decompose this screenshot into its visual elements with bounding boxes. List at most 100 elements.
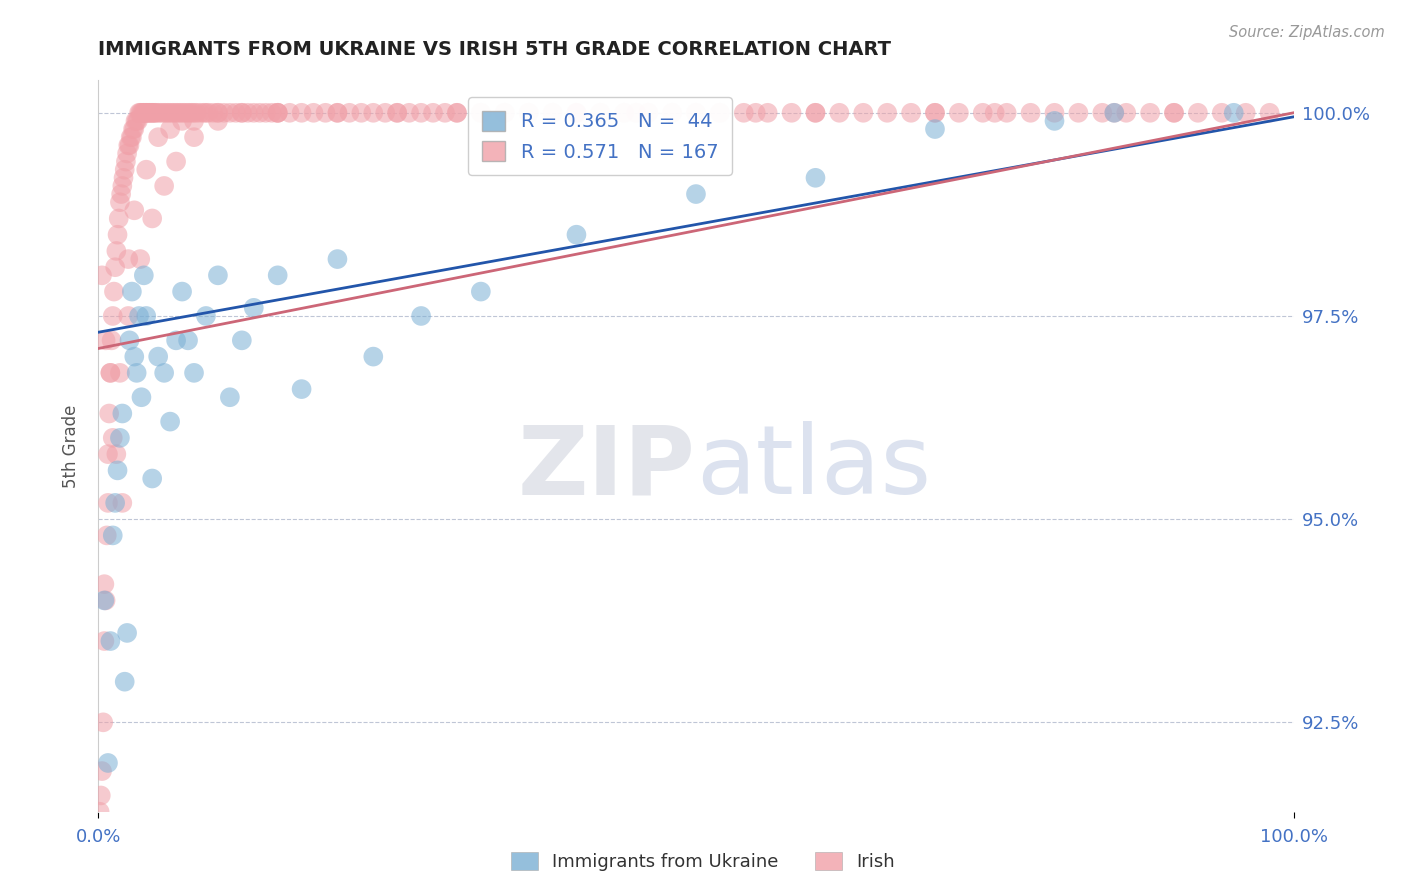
Point — [114, 162, 136, 177]
Point — [315, 105, 337, 120]
Text: ZIP: ZIP — [517, 421, 696, 515]
Point — [173, 105, 195, 120]
Point — [339, 105, 361, 120]
Point — [1223, 105, 1246, 120]
Point — [733, 105, 755, 120]
Point — [114, 674, 136, 689]
Point — [108, 431, 131, 445]
Point — [267, 268, 290, 283]
Point — [131, 105, 153, 120]
Text: atlas: atlas — [696, 421, 931, 515]
Point — [104, 260, 127, 275]
Point — [169, 105, 191, 120]
Point — [398, 105, 420, 120]
Point — [98, 407, 121, 421]
Point — [219, 105, 242, 120]
Point — [108, 366, 131, 380]
Point — [108, 195, 131, 210]
Point — [129, 252, 152, 266]
Text: IMMIGRANTS FROM UKRAINE VS IRISH 5TH GRADE CORRELATION CHART: IMMIGRANTS FROM UKRAINE VS IRISH 5TH GRA… — [98, 40, 891, 59]
Point — [260, 105, 283, 120]
Point — [243, 105, 266, 120]
Point — [135, 162, 157, 177]
Point — [1043, 114, 1066, 128]
Point — [780, 105, 803, 120]
Point — [1234, 105, 1257, 120]
Point — [326, 252, 349, 266]
Point — [121, 285, 143, 299]
Point — [613, 105, 636, 120]
Point — [107, 463, 129, 477]
Point — [517, 105, 540, 120]
Point — [291, 105, 314, 120]
Point — [183, 114, 205, 128]
Point — [1163, 105, 1185, 120]
Point — [995, 105, 1018, 120]
Point — [122, 122, 145, 136]
Point — [141, 105, 163, 120]
Point — [326, 105, 349, 120]
Point — [98, 366, 122, 380]
Point — [186, 105, 208, 120]
Point — [148, 350, 170, 364]
Point — [188, 105, 211, 120]
Point — [107, 211, 129, 226]
Point — [183, 366, 205, 380]
Point — [91, 268, 114, 283]
Point — [101, 309, 124, 323]
Point — [145, 105, 167, 120]
Point — [132, 105, 155, 120]
Point — [125, 366, 148, 380]
Point — [249, 105, 271, 120]
Point — [115, 626, 138, 640]
Point — [212, 105, 235, 120]
Point — [159, 415, 181, 429]
Point — [1163, 105, 1185, 120]
Point — [96, 528, 118, 542]
Point — [236, 105, 259, 120]
Point — [128, 105, 150, 120]
Point — [105, 244, 128, 258]
Point — [924, 122, 946, 136]
Point — [984, 105, 1007, 120]
Point — [363, 350, 385, 364]
Point — [207, 268, 229, 283]
Point — [565, 227, 588, 242]
Point — [153, 178, 176, 193]
Point — [100, 334, 122, 348]
Point — [136, 105, 159, 120]
Point — [97, 496, 120, 510]
Point — [111, 407, 134, 421]
Point — [219, 390, 242, 404]
Point — [110, 187, 132, 202]
Point — [127, 114, 149, 128]
Point — [804, 105, 827, 120]
Point — [143, 105, 166, 120]
Point — [197, 105, 219, 120]
Point — [149, 105, 172, 120]
Point — [121, 130, 143, 145]
Point — [155, 105, 177, 120]
Point — [1187, 105, 1209, 120]
Point — [446, 105, 468, 120]
Point — [411, 309, 433, 323]
Point — [291, 382, 314, 396]
Point — [374, 105, 396, 120]
Point — [94, 593, 117, 607]
Point — [207, 105, 229, 120]
Point — [103, 285, 125, 299]
Legend: R = 0.365   N =  44, R = 0.571   N = 167: R = 0.365 N = 44, R = 0.571 N = 167 — [468, 97, 733, 176]
Point — [124, 203, 146, 218]
Point — [135, 309, 157, 323]
Point — [1091, 105, 1114, 120]
Point — [162, 105, 184, 120]
Point — [131, 105, 153, 120]
Point — [243, 301, 266, 315]
Point — [97, 447, 120, 461]
Point — [177, 334, 200, 348]
Point — [195, 309, 218, 323]
Point — [434, 105, 457, 120]
Point — [90, 789, 112, 803]
Point — [159, 122, 181, 136]
Point — [118, 334, 141, 348]
